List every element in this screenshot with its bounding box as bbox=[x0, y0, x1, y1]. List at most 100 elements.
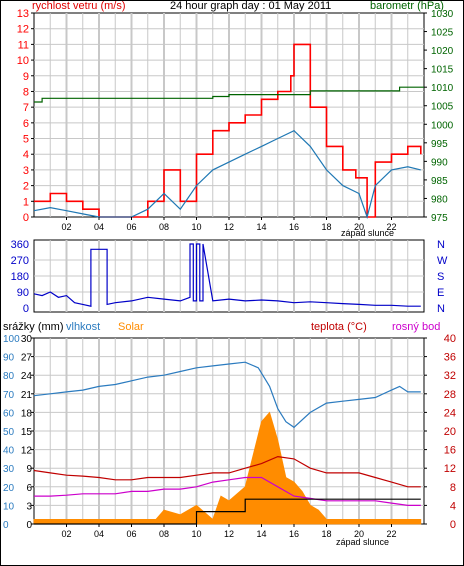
rain-tick-label: 18 bbox=[21, 408, 33, 419]
rain-total-line bbox=[34, 498, 421, 525]
x-tick-label: 20 bbox=[354, 222, 364, 232]
x-tick-label: 20 bbox=[354, 529, 364, 539]
compass-tick-label: W bbox=[437, 255, 448, 267]
weather-panel: srážky (mm) vlhkost Solar teplota (°C) r… bbox=[3, 321, 456, 547]
humidity-tick-label: 50 bbox=[3, 427, 15, 438]
rain-tick-label: 30 bbox=[21, 334, 33, 345]
wind-tick-label: 1 bbox=[23, 196, 29, 208]
rain-tick-label: 21 bbox=[21, 390, 33, 401]
x-tick-label: 10 bbox=[191, 222, 201, 232]
baro-tick-label: 1010 bbox=[431, 83, 454, 94]
baro-tick-label: 1030 bbox=[431, 9, 454, 20]
x-tick-label: 22 bbox=[386, 222, 396, 232]
wind-tick-label: 8 bbox=[23, 86, 29, 98]
baro-axis-label: barometr (hPa) bbox=[370, 0, 444, 12]
x-tick-label: 18 bbox=[321, 222, 331, 232]
x-tick-label: 10 bbox=[191, 529, 201, 539]
direction-tick-label: 180 bbox=[11, 271, 29, 283]
baro-tick-label: 980 bbox=[431, 194, 448, 205]
solar-axis-label: Solar bbox=[118, 321, 144, 333]
humidity-tick-label: 0 bbox=[3, 520, 9, 531]
rain-tick-label: 15 bbox=[21, 427, 33, 438]
wind-tick-label: 2 bbox=[23, 181, 29, 193]
direction-tick-label: 360 bbox=[11, 239, 29, 251]
rain-tick-label: 0 bbox=[26, 520, 32, 531]
humidity-axis-label: vlhkost bbox=[66, 321, 100, 333]
temp-axis-label: teplota (°C) bbox=[311, 321, 367, 333]
x-tick-label: 04 bbox=[94, 222, 104, 232]
wind-direction-line bbox=[33, 243, 421, 307]
humidity-tick-label: 10 bbox=[3, 501, 15, 512]
humidity-tick-label: 20 bbox=[3, 483, 15, 494]
dew-point-line bbox=[34, 476, 421, 506]
humidity-tick-label: 60 bbox=[3, 408, 15, 419]
sunset-label-bottom: západ slunce bbox=[336, 537, 389, 547]
x-tick-label: 06 bbox=[126, 529, 136, 539]
direction-tick-label: 0 bbox=[23, 303, 29, 315]
compass-tick-label: N bbox=[437, 303, 445, 315]
temp-tick-label: 16 bbox=[444, 445, 456, 457]
direction-tick-label: 90 bbox=[17, 287, 29, 299]
wind-tick-label: 11 bbox=[18, 39, 29, 51]
temp-tick-label: 12 bbox=[444, 463, 456, 475]
temp-tick-label: 4 bbox=[450, 500, 456, 512]
x-tick-label: 06 bbox=[126, 222, 136, 232]
temp-y-ticks: 0 4 8 12 16 20 24 28 32 36 40 bbox=[424, 333, 456, 531]
humidity-tick-label: 70 bbox=[3, 390, 15, 401]
x-tick-label: 16 bbox=[289, 529, 299, 539]
rain-tick-label: 9 bbox=[26, 464, 32, 475]
wind-average-line bbox=[33, 129, 421, 220]
wind-tick-label: 0 bbox=[23, 212, 29, 224]
humidity-tick-label: 30 bbox=[3, 464, 15, 475]
weather-x-ticks: 02 04 06 08 10 12 14 16 18 20 22 bbox=[61, 524, 397, 539]
rain-tick-label: 27 bbox=[21, 353, 33, 364]
temp-tick-label: 0 bbox=[450, 519, 456, 531]
baro-tick-label: 995 bbox=[431, 139, 448, 150]
x-tick-label: 14 bbox=[256, 529, 266, 539]
direction-y-ticks: 0 90 180 270 360 bbox=[11, 239, 29, 315]
humidity-line bbox=[33, 361, 421, 429]
compass-tick-label: E bbox=[437, 287, 444, 299]
wind-tick-label: 5 bbox=[23, 134, 29, 146]
dew-axis-label: rosný bod bbox=[392, 321, 440, 333]
x-tick-label: 02 bbox=[61, 529, 71, 539]
baro-tick-label: 1015 bbox=[431, 65, 454, 76]
baro-tick-label: 985 bbox=[431, 176, 448, 187]
wind-tick-label: 13 bbox=[17, 8, 29, 20]
wind-tick-label: 4 bbox=[23, 149, 29, 161]
compass-tick-label: N bbox=[437, 239, 445, 251]
x-tick-label: 04 bbox=[94, 529, 104, 539]
rain-and-humidity-y-ticks: 0 3 6 9 12 15 18 21 24 27 30 0 10 20 30 40 50 60 70 80 90 100 bbox=[3, 334, 34, 531]
temperature-line bbox=[33, 455, 421, 488]
sunset-label-top: západ slunce bbox=[341, 228, 394, 238]
humidity-tick-label: 80 bbox=[3, 371, 15, 382]
x-tick-label: 12 bbox=[224, 529, 234, 539]
rain-axis-label: srážky (mm) bbox=[3, 321, 64, 333]
wind-tick-label: 7 bbox=[23, 102, 29, 114]
compass-tick-label: S bbox=[437, 271, 444, 283]
wind-x-ticks: 02 04 06 08 10 12 14 16 18 20 22 bbox=[61, 217, 397, 232]
temp-tick-label: 20 bbox=[444, 426, 456, 438]
humidity-tick-label: 90 bbox=[3, 353, 15, 364]
weather-series bbox=[33, 361, 422, 525]
barometer-line bbox=[34, 86, 424, 103]
baro-y-ticks: 975 980 985 990 995 1000 1005 1010 1015 1020 1025 1… bbox=[424, 9, 454, 224]
wind-axis-label: rychlost vetru (m/s) bbox=[32, 0, 126, 12]
x-tick-label: 02 bbox=[61, 222, 71, 232]
x-tick-label: 12 bbox=[224, 222, 234, 232]
wind-panel: rychlost vetru (m/s) 24 hour graph day :… bbox=[17, 0, 454, 238]
wind-tick-label: 3 bbox=[23, 165, 29, 177]
wind-tick-label: 6 bbox=[23, 118, 29, 130]
temp-tick-label: 28 bbox=[444, 389, 456, 401]
wind-tick-label: 10 bbox=[17, 55, 29, 67]
x-tick-label: 14 bbox=[256, 222, 266, 232]
rain-tick-label: 3 bbox=[26, 501, 32, 512]
weather-grid bbox=[34, 338, 424, 524]
wind-tick-label: 12 bbox=[17, 24, 29, 36]
temp-tick-label: 40 bbox=[444, 333, 456, 345]
baro-tick-label: 975 bbox=[431, 213, 448, 224]
